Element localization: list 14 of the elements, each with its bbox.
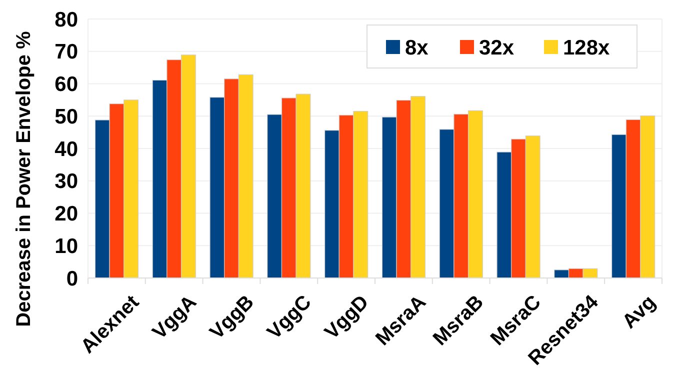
y-tick-label: 10 [54,234,78,258]
y-tick-label: 60 [54,73,78,96]
y-tick-label: 80 [54,8,78,32]
y-tick-label: 0 [66,267,78,290]
y-tick-label: 20 [54,202,78,226]
y-tick-label: 70 [54,40,78,64]
legend-label: 32x [479,36,514,60]
y-axis-title: Decrease in Power Envelope % [13,30,35,327]
legend-label: 8x [405,36,429,60]
y-tick-label: 30 [54,170,78,194]
x-tick-label: Avg [618,291,660,334]
y-tick-label: 50 [54,105,78,128]
legend-label: 128x [563,36,610,60]
y-tick-label: 40 [54,138,78,161]
